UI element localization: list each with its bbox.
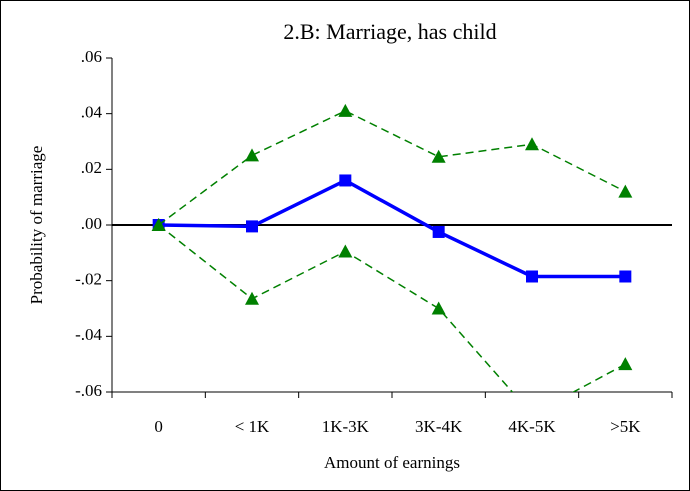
marker [245, 148, 259, 162]
marker [338, 103, 353, 117]
marker [431, 301, 446, 315]
y-tick-label: .00 [81, 214, 102, 233]
y-tick-label: .06 [81, 47, 102, 66]
marker [431, 149, 446, 163]
y-tick-label: -.04 [75, 325, 102, 344]
marker [151, 218, 166, 231]
x-tick-label: >5K [610, 417, 641, 436]
marker [525, 137, 539, 151]
x-tick-label: 3K-4K [415, 417, 463, 436]
y-axis-title: Probability of marriage [27, 146, 46, 305]
y-tick-label: -.06 [75, 381, 102, 400]
marker [619, 270, 632, 283]
y-tick-label: .04 [81, 103, 103, 122]
x-tick-label: 4K-5K [508, 417, 556, 436]
series-line [158, 110, 626, 226]
chart-title: 2.B: Marriage, has child [283, 19, 496, 44]
marker [338, 244, 353, 258]
marker [246, 220, 258, 233]
plot-area [151, 103, 633, 392]
marker [618, 357, 633, 371]
marker [245, 291, 259, 305]
y-tick-label: -.02 [75, 270, 102, 289]
x-tick-label: 0 [154, 417, 163, 436]
x-tick-label: 1K-3K [322, 417, 370, 436]
marker [432, 225, 445, 238]
y-tick-label: .02 [81, 158, 102, 177]
x-tick-label: < 1K [235, 417, 270, 436]
marker [339, 174, 352, 187]
marker [526, 270, 538, 283]
series-line [158, 178, 626, 279]
x-axis-title: Amount of earnings [324, 453, 460, 472]
series-line [158, 224, 626, 392]
marker [618, 184, 633, 198]
